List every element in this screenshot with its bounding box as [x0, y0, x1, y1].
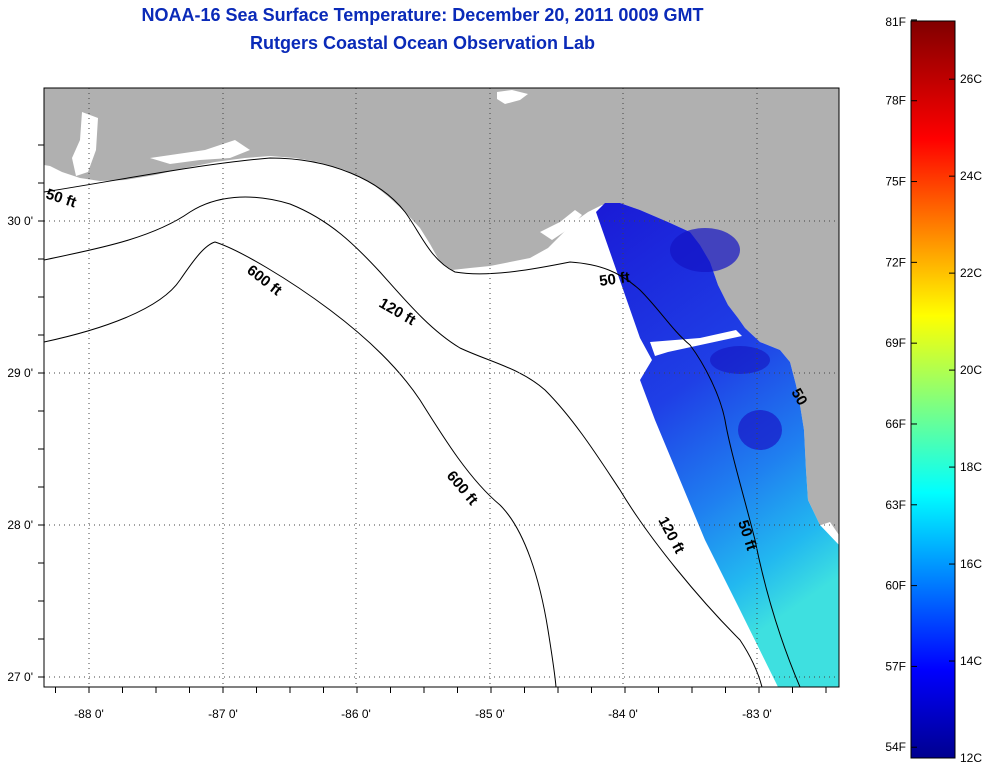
swath-cloud-gap: [650, 330, 742, 356]
map-axes: -88 0' -87 0' -86 0' -85 0' -84 0' -83 0' 30 0…: [7, 144, 827, 721]
colorbar-celsius-label: 16C: [960, 557, 982, 571]
colorbar-fahrenheit-label: 57F: [885, 659, 906, 673]
colorbar-celsius-label: 18C: [960, 460, 982, 474]
colorbar-fahrenheit-label: 78F: [885, 94, 906, 108]
colorbar-celsius-label: 26C: [960, 72, 982, 86]
colorbar-fahrenheit-label: 66F: [885, 417, 906, 431]
contour-600ft: [44, 241, 557, 687]
longitude-label: -87 0': [208, 707, 238, 721]
latitude-label: 27 0': [7, 670, 33, 684]
colorbar-celsius-label: 20C: [960, 363, 982, 377]
colorbar-fahrenheit-label: 69F: [885, 336, 906, 350]
map-frame: [43, 87, 840, 688]
colorbar-gradient: [910, 20, 956, 759]
contour-50ft: [44, 157, 801, 687]
longitude-label: -85 0': [475, 707, 505, 721]
colorbar-fahrenheit-label: 54F: [885, 740, 906, 754]
colorbar-fahrenheit-label: 60F: [885, 579, 906, 593]
land-mass: [44, 88, 839, 540]
apalachee-inlet: [540, 210, 582, 240]
colorbar-celsius-label: 22C: [960, 266, 982, 280]
pensacola-bay: [72, 112, 98, 176]
swath-cool-patch: [670, 228, 740, 272]
contour-label: 50 ft: [598, 269, 631, 290]
figure-subtitle: Rutgers Coastal Ocean Observation Lab: [249, 33, 596, 53]
latitude-label: 29 0': [7, 366, 33, 380]
colorbar-fahrenheit-label: 75F: [885, 175, 906, 189]
longitude-label: -88 0': [74, 707, 104, 721]
contour-120ft: [44, 196, 763, 687]
colorbar-fahrenheit-label: 81F: [885, 15, 906, 29]
latitude-label: 28 0': [7, 518, 33, 532]
lake-patch: [497, 90, 528, 104]
colorbar-fahrenheit-label: 72F: [885, 255, 906, 269]
contour-label: 50: [788, 386, 811, 409]
longitude-label: -84 0': [608, 707, 638, 721]
swath-cool-patch: [738, 410, 782, 450]
choctawhatchee-bay: [150, 140, 250, 164]
longitude-label: -83 0': [742, 707, 772, 721]
latitude-label: 30 0': [7, 214, 33, 228]
colorbar-fahrenheit-label: 63F: [885, 498, 906, 512]
colorbar-celsius-label: 24C: [960, 169, 982, 183]
figure-title: NOAA-16 Sea Surface Temperature: Decembe…: [141, 5, 704, 25]
sst-satellite-swath: [596, 203, 839, 687]
colorbar-celsius-label: 12C: [960, 751, 982, 765]
colorbar-ticks: 81F 78F 75F 72F 69F 66F 63F 60F 57F 54F 26C 24C 22C 2…: [885, 15, 982, 765]
swath-cool-patch: [710, 346, 770, 374]
colorbar-celsius-label: 14C: [960, 654, 982, 668]
longitude-label: -86 0': [341, 707, 371, 721]
